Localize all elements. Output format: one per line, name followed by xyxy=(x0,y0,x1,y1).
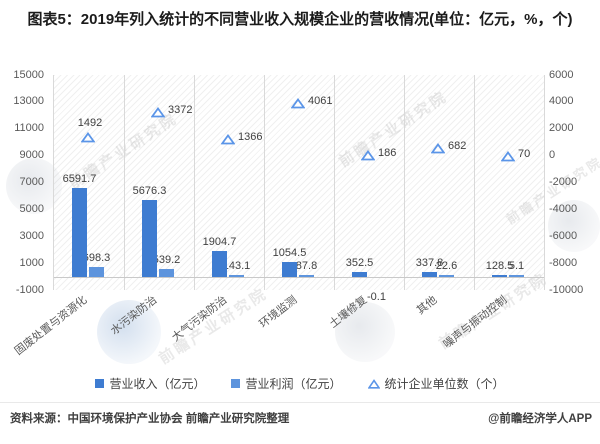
chart-title: 图表5：2019年列入统计的不同营业收入规模企业的营收情况(单位：亿元，%，个) xyxy=(27,11,573,28)
bar-value-label: 352.5 xyxy=(345,256,374,269)
x-axis-category-label: 固废处置与资源化 xyxy=(12,294,90,358)
bar-value-label: 337.8 xyxy=(415,257,444,270)
bar-营业利润（亿元） xyxy=(89,267,104,277)
y-axis-left-tick: 15000 xyxy=(13,68,44,81)
x-axis-category-label: 其他 xyxy=(414,294,440,318)
bar-营业利润（亿元） xyxy=(229,274,244,277)
y-axis-left-tick: 7000 xyxy=(19,176,44,188)
x-axis-category-label: 环境监测 xyxy=(257,294,300,331)
bar-营业利润（亿元） xyxy=(509,275,524,277)
triangle-marker xyxy=(290,96,306,114)
bar-营业收入（亿元） xyxy=(352,271,367,277)
category-separator-line xyxy=(263,75,265,290)
bar-营业收入（亿元） xyxy=(282,262,297,277)
bar-value-label: 5.1 xyxy=(508,260,525,273)
y-axis-right-tick: -10000 xyxy=(549,283,584,296)
y-axis-left-tick: 13000 xyxy=(13,95,44,108)
bar-营业收入（亿元） xyxy=(212,250,227,277)
triangle-value-label: 1492 xyxy=(77,117,103,130)
watermark-text: 前瞻产业研究院 xyxy=(156,284,272,368)
footer-source: 资料来源：中国环境保护产业协会 前瞻产业研究院整理 xyxy=(10,413,290,425)
y-axis-right-tick: -2000 xyxy=(549,176,578,188)
bar-营业利润（亿元） xyxy=(439,275,454,277)
category-separator-line xyxy=(333,75,335,290)
triangle-marker xyxy=(150,105,166,123)
legend-marker-revenue-square xyxy=(95,379,105,388)
y-axis-right-tick: -4000 xyxy=(549,202,578,215)
triangle-value-label: 1366 xyxy=(238,130,263,143)
triangle-marker xyxy=(360,148,376,166)
triangle-value-label: 3372 xyxy=(168,103,193,116)
bar-营业利润（亿元） xyxy=(159,269,174,277)
legend-marker-profit-square xyxy=(231,379,241,388)
bar-营业收入（亿元） xyxy=(492,274,507,277)
bar-营业收入（亿元） xyxy=(72,187,87,277)
bar-value-label: 539.2 xyxy=(152,254,181,267)
y-axis-left-tick: 5000 xyxy=(19,202,44,215)
y-axis-left-tick: -1000 xyxy=(15,283,44,296)
legend-item-profit: 营业利润（亿元） xyxy=(231,375,342,392)
y-axis-left-tick: 3000 xyxy=(19,229,44,242)
x-axis-category-label: 噪声与振动控制 xyxy=(441,294,510,351)
legend-item-units: 统计企业单位数（个） xyxy=(367,375,505,392)
bar-value-label: -0.1 xyxy=(367,290,386,303)
bar-营业利润（亿元） xyxy=(299,275,314,277)
bar-value-label: 1904.7 xyxy=(202,235,237,248)
legend-label-profit: 营业利润（亿元） xyxy=(245,377,342,391)
triangle-marker xyxy=(220,132,236,150)
y-axis-right-tick: 6000 xyxy=(549,68,574,81)
category-separator-line xyxy=(473,75,475,290)
legend: 营业收入（亿元） 营业利润（亿元） 统计企业单位数（个） xyxy=(0,375,600,392)
triangle-value-label: 682 xyxy=(448,139,467,152)
triangle-marker xyxy=(80,130,96,148)
y-axis-left-tick: 9000 xyxy=(19,149,44,162)
bar-value-label: 143.1 xyxy=(222,259,251,272)
bar-value-label: 22.6 xyxy=(435,260,458,273)
footer-credit: @前瞻经济学人APP xyxy=(488,413,592,425)
bar-value-label: 5676.3 xyxy=(132,185,167,198)
triangle-value-label: 186 xyxy=(378,146,397,159)
zero-axis-line xyxy=(54,276,544,278)
y-axis-left-tick: 11000 xyxy=(14,122,44,135)
bar-营业收入（亿元） xyxy=(142,200,157,277)
bar-value-label: 87.8 xyxy=(295,260,318,273)
triangle-marker xyxy=(430,141,446,159)
divider-line xyxy=(0,402,600,403)
bar-value-label: 6591.7 xyxy=(62,172,97,185)
y-axis-right-tick: 2000 xyxy=(549,122,574,135)
bar-营业收入（亿元） xyxy=(422,272,437,277)
y-axis-right-tick: 0 xyxy=(549,149,556,162)
bar-value-label: 698.3 xyxy=(82,252,111,265)
y-axis-right-tick: -8000 xyxy=(549,256,578,269)
triangle-value-label: 4061 xyxy=(308,94,333,107)
y-axis-right-tick: -6000 xyxy=(549,229,578,242)
legend-marker-units-triangle xyxy=(367,378,380,389)
triangle-marker xyxy=(500,149,516,167)
bar-value-label: 1054.5 xyxy=(272,247,307,260)
legend-label-revenue: 营业收入（亿元） xyxy=(109,377,206,391)
category-separator-line xyxy=(123,75,125,290)
legend-item-revenue: 营业收入（亿元） xyxy=(95,375,205,392)
y-axis-right-tick: 4000 xyxy=(549,95,574,108)
category-separator-line xyxy=(403,75,405,290)
category-separator-line xyxy=(193,75,195,290)
bar-value-label: 128.5 xyxy=(485,259,514,272)
triangle-value-label: 70 xyxy=(518,148,531,161)
y-axis-left-tick: 1000 xyxy=(19,256,44,269)
x-axis-category-label: 水污染防治 xyxy=(108,294,160,338)
legend-label-units: 统计企业单位数（个） xyxy=(384,377,505,391)
plot-area xyxy=(53,75,545,290)
x-axis-category-label: 大气污染防治 xyxy=(169,294,230,345)
